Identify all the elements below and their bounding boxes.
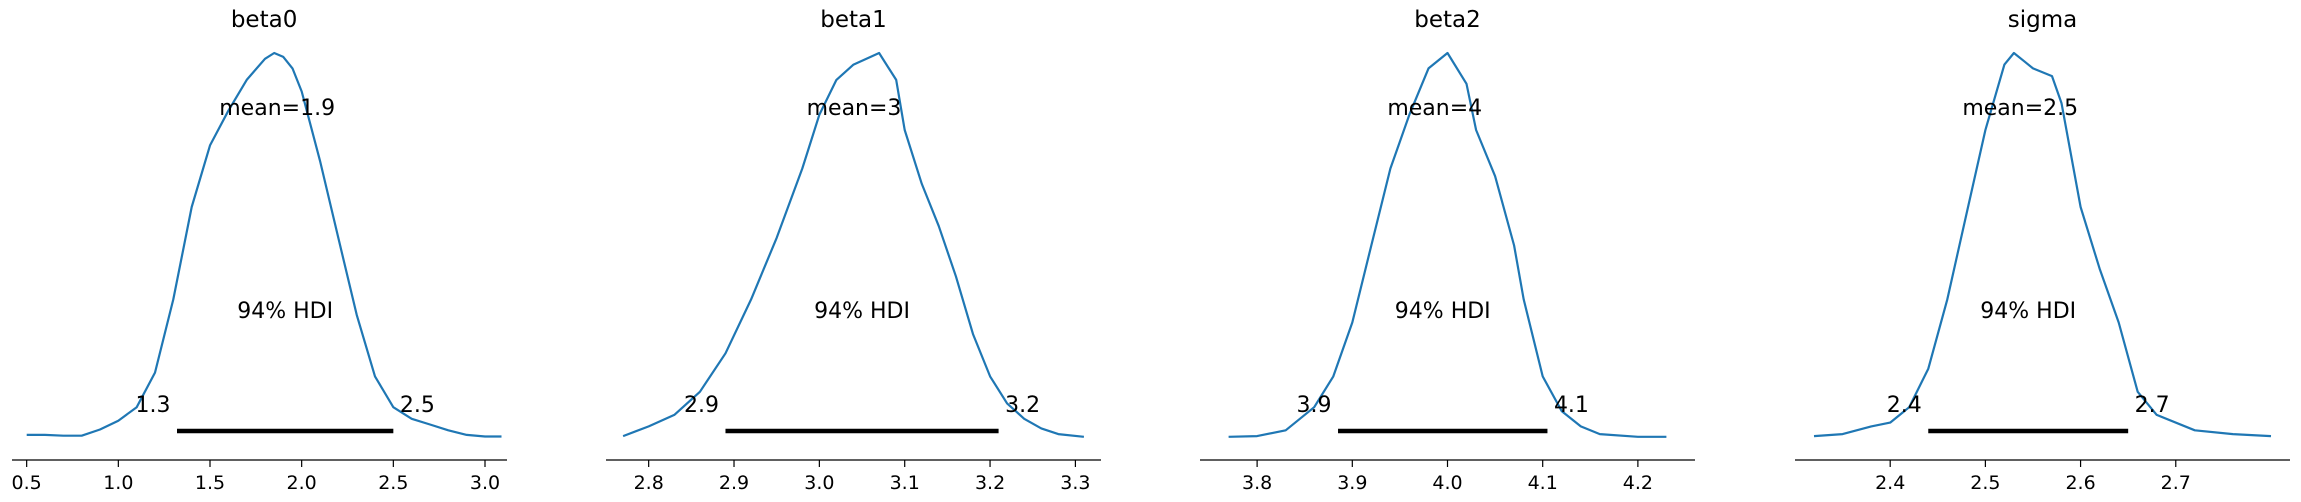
panel-beta1: beta1 mean=3 94% HDI 2.9 3.2 2.8 2.9 3.0 3.1 3.2 3… — [606, 7, 1101, 494]
x-tick-label: 2.4 — [1875, 472, 1905, 494]
mean-label: mean=1.9 — [219, 96, 335, 121]
x-tick-label: 2.0 — [287, 472, 317, 494]
x-tick-label: 3.9 — [1337, 472, 1367, 494]
density-line — [622, 51, 1085, 438]
mean-label: mean=2.5 — [1962, 96, 2078, 121]
x-tick-label: 4.0 — [1432, 472, 1462, 494]
mean-label: mean=3 — [807, 96, 902, 121]
hdi-high-label: 2.5 — [400, 393, 435, 418]
panel-title: beta2 — [1414, 7, 1481, 33]
x-tick-label: 2.8 — [634, 472, 664, 494]
x-tick-label: 2.5 — [378, 472, 408, 494]
x-tick-label: 3.1 — [890, 472, 920, 494]
x-tick-label: 3.0 — [804, 472, 834, 494]
x-tick-label: 2.6 — [2065, 472, 2095, 494]
hdi-low-label: 3.9 — [1297, 393, 1332, 418]
panel-title: beta0 — [231, 7, 298, 33]
hdi-label: 94% HDI — [814, 299, 910, 324]
x-tick-label: 2.7 — [2161, 472, 2191, 494]
density-line — [1228, 51, 1667, 438]
density-line — [1813, 51, 2272, 438]
x-tick-label: 3.3 — [1060, 472, 1090, 494]
x-tick-label: 4.1 — [1528, 472, 1558, 494]
x-tick-label: 4.2 — [1623, 472, 1653, 494]
x-tick-label: 3.8 — [1242, 472, 1272, 494]
hdi-label: 94% HDI — [1395, 299, 1491, 324]
x-tick-label: 3.0 — [470, 472, 500, 494]
hdi-label: 94% HDI — [237, 299, 333, 324]
x-tick-label: 1.0 — [103, 472, 133, 494]
hdi-low-label: 2.9 — [684, 393, 719, 418]
density-line — [26, 51, 502, 438]
hdi-label: 94% HDI — [1980, 299, 2076, 324]
x-tick-label: 3.2 — [975, 472, 1005, 494]
hdi-high-label: 3.2 — [1005, 393, 1040, 418]
mean-label: mean=4 — [1387, 96, 1482, 121]
x-tick-label: 1.5 — [195, 472, 225, 494]
hdi-low-label: 1.3 — [136, 393, 171, 418]
panel-beta2: beta2 mean=4 94% HDI 3.9 4.1 3.8 3.9 4.0 4.1 4.2 — [1200, 7, 1695, 494]
panel-title: beta1 — [820, 7, 887, 33]
hdi-high-label: 2.7 — [2135, 393, 2170, 418]
x-tick-label: 2.5 — [1970, 472, 2000, 494]
hdi-high-label: 4.1 — [1554, 393, 1589, 418]
x-tick-label: 0.5 — [12, 472, 42, 494]
panel-beta0: beta0 mean=1.9 94% HDI 1.3 2.5 0.5 1.0 1.5 2.0 2.… — [12, 7, 507, 494]
x-tick-label: 2.9 — [719, 472, 749, 494]
panel-sigma: sigma mean=2.5 94% HDI 2.4 2.7 2.4 2.5 2.6 2.7 — [1795, 7, 2290, 494]
panel-title: sigma — [2008, 7, 2077, 33]
hdi-low-label: 2.4 — [1887, 393, 1922, 418]
